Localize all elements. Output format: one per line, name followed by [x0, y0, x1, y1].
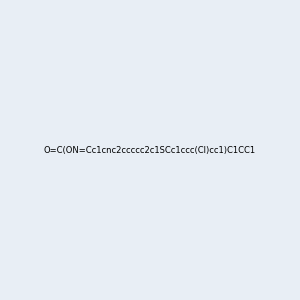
Text: O=C(ON=Cc1cnc2ccccc2c1SCc1ccc(Cl)cc1)C1CC1: O=C(ON=Cc1cnc2ccccc2c1SCc1ccc(Cl)cc1)C1C…: [44, 146, 256, 154]
